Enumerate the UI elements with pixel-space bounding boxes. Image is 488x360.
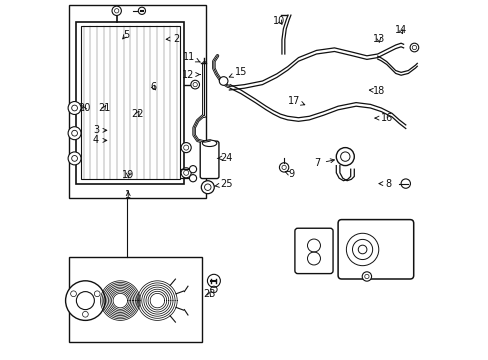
Circle shape [181,143,191,153]
Text: 12: 12 [182,69,200,80]
Circle shape [400,179,409,188]
Text: 14: 14 [394,25,407,35]
Ellipse shape [202,140,216,147]
Circle shape [409,43,418,52]
Circle shape [201,181,214,194]
FancyBboxPatch shape [294,228,332,274]
Circle shape [65,281,105,320]
Text: 16: 16 [374,113,393,123]
Text: 13: 13 [372,34,384,44]
Text: 19: 19 [122,170,134,180]
Text: 11: 11 [182,51,200,62]
Circle shape [68,102,81,114]
Text: 17: 17 [288,96,304,106]
Text: 23: 23 [203,289,215,300]
Circle shape [190,80,199,89]
Text: 10: 10 [273,15,285,26]
Circle shape [138,7,145,14]
Circle shape [189,166,196,173]
Text: 15: 15 [229,67,247,77]
FancyBboxPatch shape [200,141,219,179]
Circle shape [336,148,354,166]
Circle shape [189,175,196,182]
Text: 22: 22 [131,109,143,119]
Text: 25: 25 [214,179,232,189]
Text: 4: 4 [93,135,106,145]
Circle shape [279,163,288,172]
Circle shape [68,127,81,140]
Bar [69,257,202,342]
Text: 24: 24 [217,153,232,163]
Text: 8: 8 [378,179,391,189]
Circle shape [76,292,94,310]
Circle shape [112,6,121,15]
Text: 7: 7 [314,158,334,168]
Circle shape [219,77,227,85]
Text: 1: 1 [125,190,131,200]
Circle shape [362,272,371,281]
Text: 5: 5 [122,30,129,40]
Text: 3: 3 [93,125,106,135]
Circle shape [207,274,220,287]
Circle shape [68,152,81,165]
Text: 20: 20 [78,103,90,113]
FancyBboxPatch shape [337,220,413,279]
Bar [76,22,184,184]
Text: 21: 21 [98,103,110,113]
Circle shape [181,168,191,178]
Text: 18: 18 [368,86,385,96]
Bar [69,5,205,198]
Bar [81,26,180,179]
Text: 9: 9 [285,169,294,179]
Text: 6: 6 [150,82,157,93]
Text: 2: 2 [166,33,179,44]
